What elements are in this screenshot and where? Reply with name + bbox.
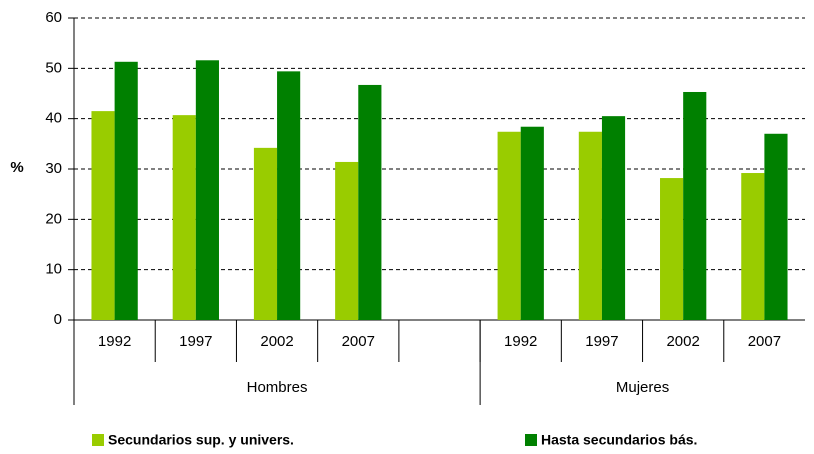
bar bbox=[660, 178, 684, 320]
bar bbox=[172, 115, 196, 320]
y-tick-label: 60 bbox=[45, 9, 62, 26]
legend-label: Hasta secundarios bás. bbox=[541, 432, 697, 448]
y-tick-label: 0 bbox=[54, 311, 62, 328]
x-tick-label: 1997 bbox=[585, 333, 618, 350]
bar bbox=[601, 116, 626, 321]
y-tick-label: 10 bbox=[45, 261, 62, 278]
group-label: Mujeres bbox=[616, 379, 669, 396]
bar bbox=[114, 61, 138, 320]
bar bbox=[741, 173, 765, 320]
y-tick-label: 40 bbox=[45, 110, 62, 127]
bar bbox=[520, 126, 544, 320]
legend-swatch bbox=[525, 434, 537, 446]
bar bbox=[764, 133, 788, 320]
x-tick-label: 1992 bbox=[504, 333, 537, 350]
y-tick-label: 30 bbox=[45, 160, 62, 177]
bar bbox=[253, 147, 278, 320]
x-tick-label: 1992 bbox=[98, 333, 131, 350]
y-axis-label: % bbox=[10, 159, 23, 176]
bar bbox=[91, 111, 115, 320]
legend-swatch bbox=[92, 434, 104, 446]
y-tick-label: 20 bbox=[45, 210, 62, 227]
x-tick-label: 1997 bbox=[179, 333, 212, 350]
x-tick-label: 2002 bbox=[260, 333, 293, 350]
bar bbox=[497, 131, 521, 320]
y-tick-label: 50 bbox=[45, 59, 62, 76]
x-tick-label: 2002 bbox=[666, 333, 699, 350]
legend-label: Secundarios sup. y univers. bbox=[108, 432, 294, 448]
bar bbox=[335, 161, 359, 320]
bar bbox=[358, 84, 382, 321]
x-tick-label: 2007 bbox=[342, 333, 375, 350]
x-tick-label: 2007 bbox=[748, 333, 781, 350]
bar bbox=[277, 71, 301, 320]
bar bbox=[578, 131, 602, 320]
bar bbox=[683, 91, 707, 321]
group-label: Hombres bbox=[247, 379, 308, 396]
bar bbox=[195, 60, 219, 320]
